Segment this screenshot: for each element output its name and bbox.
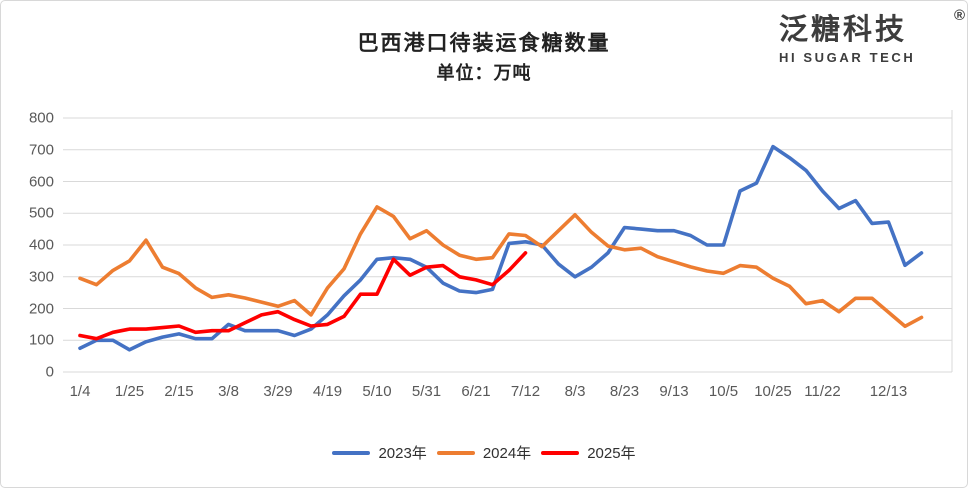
legend-line-swatch (541, 450, 580, 455)
x-axis-label: 5/10 (362, 383, 392, 400)
y-axis-label: 600 (28, 173, 54, 190)
x-axis-label: 5/31 (411, 383, 442, 400)
x-axis-label: 2/15 (164, 383, 194, 400)
legend-line-swatch (436, 450, 475, 455)
x-axis-label: 1/25 (114, 383, 145, 400)
legend-item-2024年[interactable]: 2024年 (436, 442, 532, 463)
y-axis-label: 100 (28, 331, 54, 349)
registered-trademark-icon: ® (953, 7, 965, 24)
legend-line-swatch (332, 450, 371, 455)
series-line-2024年 (78, 205, 924, 329)
x-axis-label: 7/12 (510, 383, 541, 400)
legend-label: 2024年 (482, 445, 532, 462)
y-axis-label: 200 (28, 300, 54, 317)
legend-item-2025年[interactable]: 2025年 (541, 442, 636, 463)
chart-legend: 2023年 2024年 2025年 (1, 442, 967, 463)
y-axis-label: 700 (28, 141, 54, 159)
y-axis-label: 800 (28, 109, 54, 127)
logo-chinese-name: 泛糖科技 (779, 14, 908, 46)
series-line-2025年 (78, 251, 528, 341)
y-axis-label: 500 (28, 204, 54, 222)
chart-title: 巴西港口待装运食糖数量 (357, 30, 611, 55)
x-axis-label: 12/13 (869, 383, 908, 400)
x-axis-label: 10/5 (708, 383, 739, 400)
chart-unit-subtitle: 单位：万吨 (436, 63, 532, 84)
x-axis-label: 9/13 (659, 383, 689, 400)
x-axis-label: 11/22 (804, 383, 841, 400)
x-axis-label: 4/19 (312, 383, 343, 400)
x-axis-label: 3/29 (263, 383, 293, 400)
legend-label: 2025年 (587, 445, 636, 462)
x-axis-label: 10/25 (754, 383, 792, 400)
x-axis-label: 8/23 (609, 383, 640, 400)
x-axis-label: 3/8 (218, 383, 239, 400)
x-axis-label: 8/3 (564, 383, 586, 400)
data-series-lines (78, 144, 924, 352)
legend-label: 2023年 (378, 445, 427, 462)
legend-item-2023年[interactable]: 2023年 (332, 442, 427, 463)
x-axis-label: 6/21 (461, 383, 491, 400)
y-axis-label: 400 (28, 236, 54, 254)
brand-logo: 泛糖科技 ® HI SUGAR TECH (779, 7, 965, 65)
y-axis-label: 300 (28, 268, 54, 286)
x-axis-label: 1/4 (69, 383, 91, 400)
gridlines (63, 110, 953, 373)
logo-english-name: HI SUGAR TECH (779, 49, 916, 65)
y-axis-label: 0 (45, 363, 54, 381)
